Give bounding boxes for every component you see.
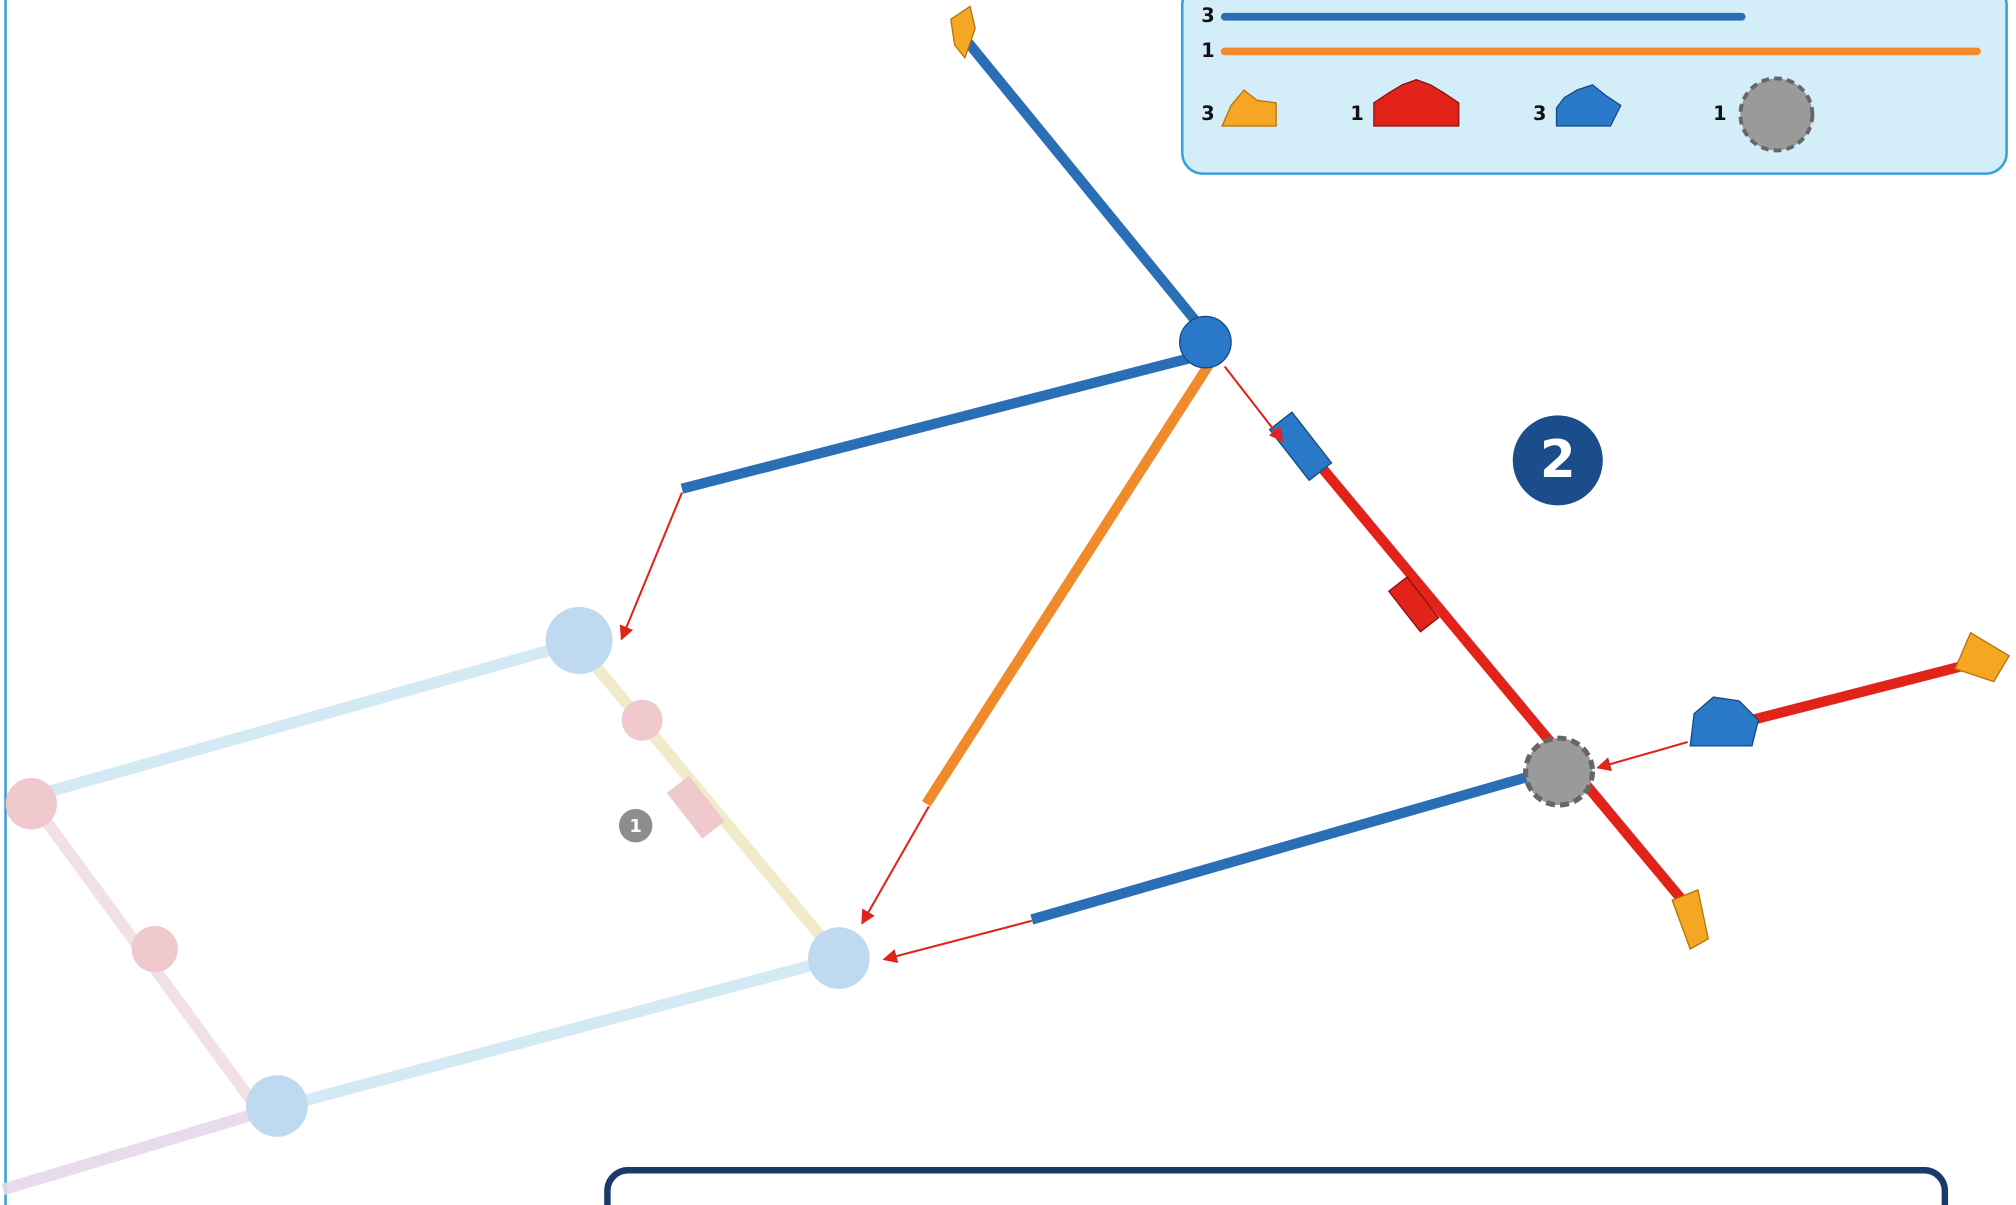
grey-connector xyxy=(1523,735,1596,808)
arrow xyxy=(882,919,1033,964)
connector-count: 3 xyxy=(1201,102,1214,125)
arrow xyxy=(1596,741,1688,772)
arrow xyxy=(619,492,683,641)
faded-rod xyxy=(1,1106,262,1196)
connector-count: 3 xyxy=(1533,102,1546,125)
faded-connector xyxy=(5,778,57,830)
step-number: 2 xyxy=(1540,430,1576,490)
faded-rod xyxy=(258,952,841,1118)
orange-rod xyxy=(922,357,1217,807)
blue-connector xyxy=(1179,315,1232,369)
blue-connector xyxy=(1555,84,1622,127)
blue-connector xyxy=(1268,411,1333,482)
yellow-connector xyxy=(950,5,976,60)
blue-rod xyxy=(1030,766,1548,925)
faded-connector xyxy=(666,775,725,839)
blue-connector xyxy=(1689,696,1760,747)
assembly-arrows xyxy=(619,365,1688,964)
faded-connector xyxy=(621,699,663,741)
text-box xyxy=(604,1167,1949,1205)
connector-count: 1 xyxy=(1713,102,1726,125)
grey-connector xyxy=(1738,76,1815,153)
faded-connector xyxy=(808,927,870,989)
faded-connector xyxy=(545,607,613,674)
sub-step-badge xyxy=(618,808,653,843)
red-rod xyxy=(1297,440,1692,910)
connector-count: 1 xyxy=(1350,102,1363,125)
yellow-connector xyxy=(1671,889,1709,951)
blue-rod xyxy=(960,35,1216,345)
previous-structure xyxy=(1,607,870,1196)
rod-count: 1 xyxy=(1201,39,1214,62)
faded-connector xyxy=(246,1075,308,1137)
red-rod xyxy=(1724,657,1979,732)
sub-step-number: 1 xyxy=(629,816,642,837)
faded-rod xyxy=(27,637,577,803)
parts-list: 3 1 3 1 3 1 xyxy=(1180,0,2008,175)
red-connector xyxy=(1373,79,1460,127)
blue-rod xyxy=(680,352,1194,494)
arrow xyxy=(861,805,930,925)
faded-connector xyxy=(131,925,178,973)
arrow xyxy=(1223,365,1284,443)
yellow-connector xyxy=(1954,631,2011,683)
rod-count: 3 xyxy=(1201,4,1214,27)
step-badge xyxy=(1512,415,1603,506)
yellow-connector xyxy=(1221,89,1277,127)
red-connector xyxy=(1387,576,1440,633)
